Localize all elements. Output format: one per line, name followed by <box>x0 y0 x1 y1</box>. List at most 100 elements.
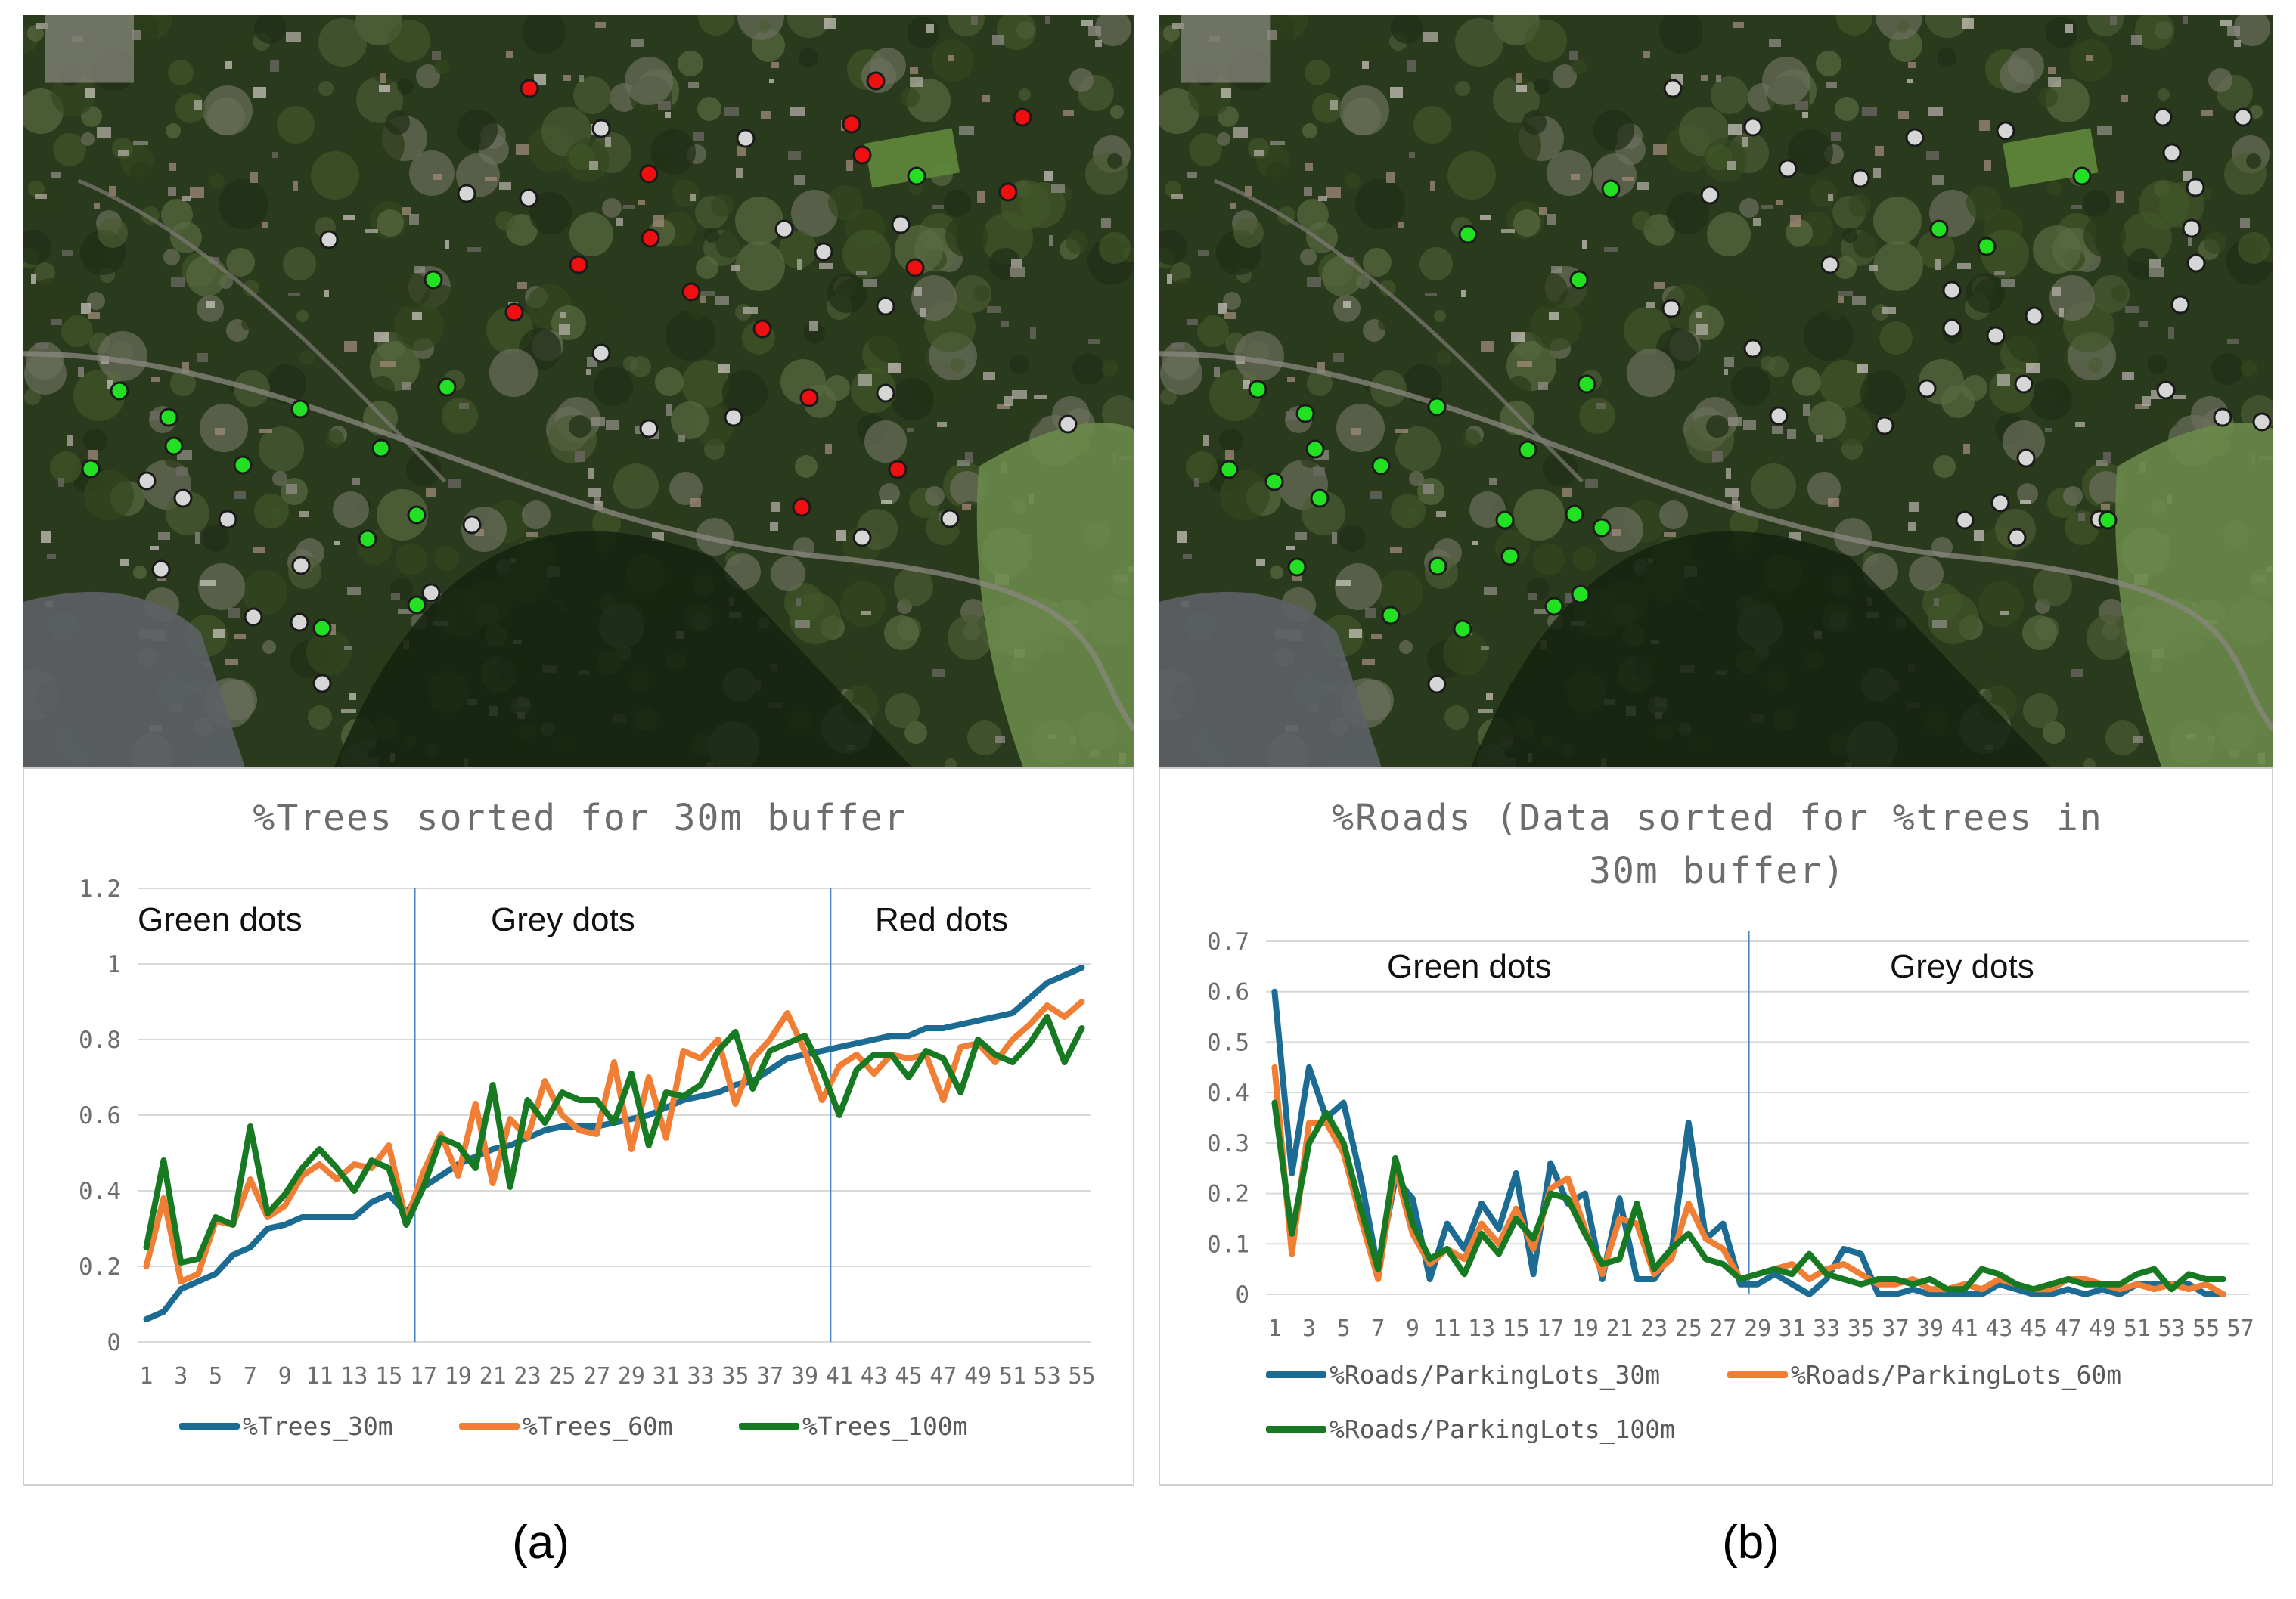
rooftop <box>1569 51 1578 60</box>
rooftop <box>2052 287 2061 296</box>
legend-item-trees-60m: %Trees_60m <box>459 1412 673 1441</box>
canopy-texture <box>2208 68 2232 92</box>
rooftop <box>1386 172 1395 183</box>
rooftop <box>736 168 743 178</box>
canopy-texture <box>908 17 939 48</box>
grey-dot <box>137 471 157 491</box>
canopy-texture <box>83 429 107 453</box>
canopy-texture <box>225 41 246 62</box>
rooftop <box>1802 112 1808 118</box>
grey-dot <box>2186 253 2206 273</box>
rooftop <box>1481 341 1494 352</box>
canopy-texture <box>827 274 867 313</box>
canopy-texture <box>1627 349 1675 397</box>
rooftop <box>690 498 701 507</box>
rooftop <box>2173 395 2186 399</box>
rooftop <box>1398 222 1404 228</box>
canopy-texture <box>272 471 287 486</box>
green-dot <box>371 438 391 458</box>
rooftop <box>349 693 356 700</box>
rooftop <box>1390 87 1403 98</box>
rooftop <box>1753 218 1761 226</box>
rooftop <box>1934 598 1939 606</box>
grey-dot <box>736 129 756 148</box>
rooftop <box>250 172 258 183</box>
x-tick-label: 29 <box>1744 1315 1771 1342</box>
legend-swatch-30m <box>179 1423 240 1430</box>
x-tick-label: 43 <box>1985 1315 2012 1342</box>
rooftop <box>41 531 51 543</box>
canopy-texture <box>2047 181 2061 195</box>
canopy-texture <box>1531 301 1581 351</box>
rooftop <box>2097 126 2112 135</box>
grey-dot <box>1942 318 1962 338</box>
rooftop <box>907 428 914 432</box>
canopy-texture <box>1160 352 1202 395</box>
canopy-texture <box>678 51 703 76</box>
canopy-texture <box>867 313 917 363</box>
canopy-texture <box>388 20 430 62</box>
chart-panel-b: %Roads (Data sorted for %trees in 30m bu… <box>1159 767 2273 1486</box>
rooftop <box>796 598 801 606</box>
rooftop <box>344 341 357 352</box>
side-road <box>77 178 447 483</box>
green-dot <box>1577 374 1596 394</box>
x-tick-label: 53 <box>1034 1363 1061 1390</box>
map-b-svg <box>1159 15 2273 767</box>
canopy-texture <box>1189 133 1222 166</box>
rooftop <box>1852 296 1866 305</box>
x-tick-label: 7 <box>244 1363 257 1390</box>
canopy-texture <box>1873 197 1922 245</box>
rooftop <box>151 377 160 382</box>
rooftop <box>1423 484 1434 494</box>
rooftop <box>1187 172 1197 178</box>
x-tick-label: 33 <box>687 1363 714 1390</box>
y-tick-label: 1.2 <box>79 875 121 903</box>
series-line-3 <box>1271 1099 2226 1293</box>
canopy-texture <box>435 547 459 571</box>
rooftop <box>959 126 974 135</box>
rooftop <box>623 205 635 209</box>
canopy-texture <box>759 20 771 33</box>
rooftop <box>2168 327 2174 339</box>
canopy-texture <box>186 256 227 296</box>
canopy-texture <box>369 376 395 401</box>
rooftop <box>1484 587 1497 595</box>
x-tick-label: 1 <box>1267 1315 1281 1342</box>
canopy-texture <box>23 230 51 265</box>
rooftop <box>2001 279 2015 287</box>
rooftop <box>225 61 232 69</box>
red-dot <box>569 255 588 274</box>
x-tick-label: 13 <box>340 1363 368 1390</box>
rooftop <box>1582 240 1587 249</box>
canopy-texture <box>1339 85 1389 135</box>
x-tick-label: 15 <box>375 1363 402 1390</box>
canopy-texture <box>259 426 304 472</box>
canopy-texture <box>569 212 613 256</box>
canopy-texture <box>394 301 444 351</box>
green-dot <box>1592 518 1612 538</box>
rooftop <box>1803 404 1810 416</box>
canopy-texture <box>98 218 128 248</box>
rooftop <box>1183 554 1192 559</box>
rooftop <box>213 629 225 638</box>
rooftop <box>1724 357 1734 367</box>
rooftop <box>1095 40 1102 47</box>
rooftop <box>825 444 832 454</box>
canopy-texture <box>161 199 193 231</box>
grey-dot <box>2213 407 2232 427</box>
canopy-texture <box>133 566 147 579</box>
canopy-texture <box>1107 153 1122 169</box>
green-dot <box>358 529 377 549</box>
x-tick-label: 27 <box>583 1363 610 1390</box>
canopy-texture <box>973 285 990 302</box>
rooftop <box>1534 609 1550 614</box>
green-dot <box>2098 510 2118 530</box>
rooftop <box>1928 107 1943 116</box>
rooftop <box>1486 693 1493 700</box>
rooftop <box>2048 67 2056 74</box>
canopy-texture <box>1506 376 1531 401</box>
y-tick-label: 0.7 <box>1207 928 1249 956</box>
chart-a-legend: %Trees_30m %Trees_60m %Trees_100m <box>24 1412 1133 1457</box>
canopy-texture <box>34 262 55 284</box>
